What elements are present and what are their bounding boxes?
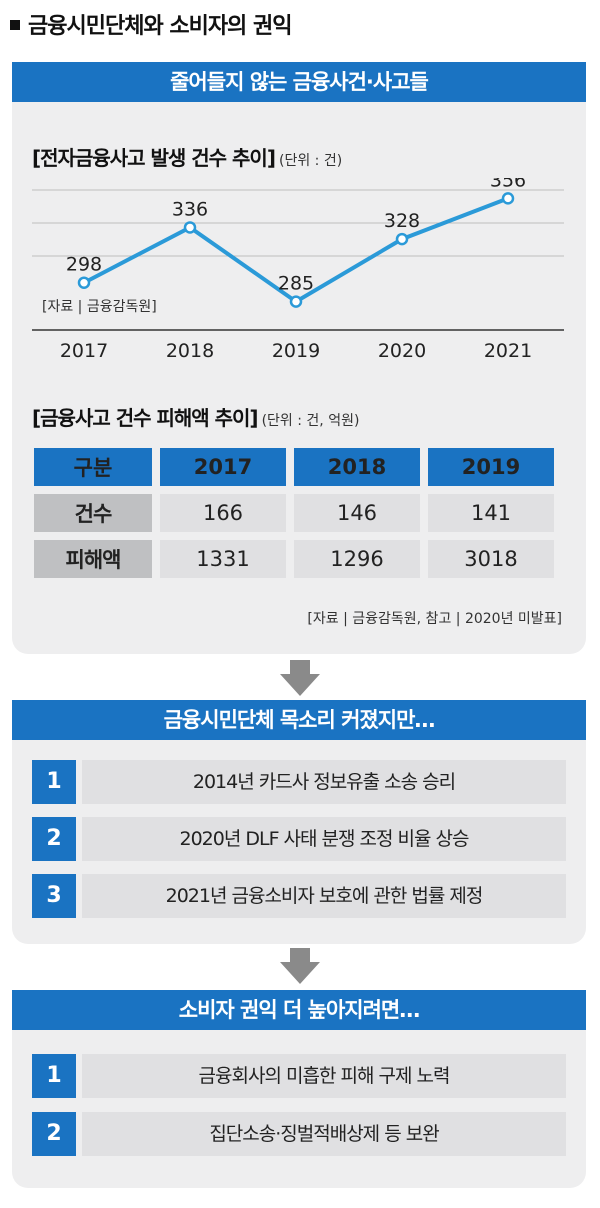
- section2-banner: 금융시민단체 목소리 커졌지만…: [12, 700, 586, 740]
- table-row: 건수 166 146 141: [34, 494, 554, 532]
- list-item-number: 1: [32, 1054, 76, 1098]
- loss-table: 구분 2017 2018 2019 건수 166 146 141 피해액 133…: [26, 440, 562, 586]
- data-label: 298: [66, 254, 102, 276]
- table-cell: 3018: [428, 540, 554, 578]
- table-header-cell: 2018: [294, 448, 420, 486]
- table-title-text: [금융사고 건수 피해액 추이]: [32, 406, 259, 430]
- list-item: 2014년 카드사 정보유출 소송 승리: [82, 760, 566, 804]
- table-cell: 166: [160, 494, 286, 532]
- data-label: 336: [172, 198, 208, 220]
- x-tick-label: 2018: [165, 340, 215, 362]
- page-title-text: 금융시민단체와 소비자의 권익: [28, 14, 292, 39]
- table-header-cell: 2019: [428, 448, 554, 486]
- table-cell: 141: [428, 494, 554, 532]
- square-bullet-icon: [10, 20, 20, 30]
- data-label: 285: [278, 273, 314, 295]
- list-item-number: 1: [32, 760, 76, 804]
- chart-grid: [32, 189, 564, 331]
- data-point: [395, 232, 409, 246]
- down-arrow-icon: [280, 660, 320, 696]
- list-item-number: 2: [32, 817, 76, 861]
- table-unit: (단위 : 건, 억원): [261, 413, 360, 429]
- line-chart: 298 336 285 328 356: [32, 178, 564, 331]
- list-item-number: 2: [32, 1112, 76, 1156]
- list-item: 금융회사의 미흡한 피해 구제 노력: [82, 1054, 566, 1098]
- table-cell: 146: [294, 494, 420, 532]
- x-tick-label: 2021: [483, 340, 533, 362]
- table-header-row: 구분 2017 2018 2019: [34, 448, 554, 486]
- section3-banner: 소비자 권익 더 높아지려면…: [12, 990, 586, 1030]
- table-row: 피해액 1331 1296 3018: [34, 540, 554, 578]
- list-item: 2020년 DLF 사태 분쟁 조정 비율 상승: [82, 817, 566, 861]
- section3-panel: [12, 1012, 586, 1188]
- data-label: 356: [490, 178, 526, 191]
- line-chart-title: [전자금융사고 발생 건수 추이] (단위 : 건): [32, 142, 342, 171]
- table-source: [자료 | 금융감독원, 참고 | 2020년 미발표]: [307, 611, 562, 627]
- data-point: [183, 221, 197, 234]
- down-arrow-icon: [280, 948, 320, 984]
- x-tick-label: 2017: [59, 340, 109, 362]
- data-point: [77, 276, 91, 289]
- table-header-cell: 구분: [34, 448, 152, 486]
- page-title: 금융시민단체와 소비자의 권익: [10, 8, 292, 40]
- table-header-cell: 2017: [160, 448, 286, 486]
- list-item: 2021년 금융소비자 보호에 관한 법률 제정: [82, 874, 566, 918]
- line-chart-unit: (단위 : 건): [278, 153, 343, 169]
- table-cell: 1296: [294, 540, 420, 578]
- data-label: 328: [384, 210, 420, 232]
- list-item-number: 3: [32, 874, 76, 918]
- table-title: [금융사고 건수 피해액 추이] (단위 : 건, 억원): [32, 402, 359, 431]
- data-point: [289, 295, 303, 308]
- list-item: 집단소송·징벌적배상제 등 보완: [82, 1112, 566, 1156]
- x-tick-label: 2019: [271, 340, 321, 362]
- table-cell: 1331: [160, 540, 286, 578]
- data-point: [501, 192, 515, 205]
- table-row-label: 피해액: [34, 540, 152, 578]
- table-row-label: 건수: [34, 494, 152, 532]
- section1-banner: 줄어들지 않는 금융사건·사고들: [12, 62, 586, 102]
- chart-points: [77, 192, 515, 308]
- x-tick-label: 2020: [377, 340, 427, 362]
- chart-value-labels: 298 336 285 328 356: [66, 178, 526, 295]
- line-chart-source: [자료 | 금융감독원]: [42, 299, 157, 315]
- line-chart-title-text: [전자금융사고 발생 건수 추이]: [32, 146, 276, 170]
